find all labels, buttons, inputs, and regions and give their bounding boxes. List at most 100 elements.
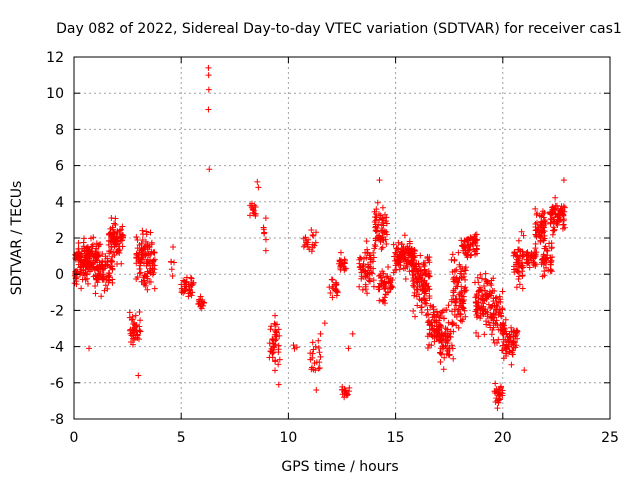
data-point xyxy=(104,285,111,292)
data-point xyxy=(440,307,447,314)
data-point xyxy=(88,248,95,255)
data-point xyxy=(402,265,409,272)
data-point xyxy=(481,331,488,338)
data-point xyxy=(421,277,428,284)
data-point xyxy=(488,313,495,320)
data-point xyxy=(136,265,143,272)
data-point xyxy=(511,269,518,276)
data-point xyxy=(424,344,431,351)
data-point xyxy=(341,394,348,401)
data-point xyxy=(430,306,437,313)
data-point xyxy=(382,218,389,225)
data-point xyxy=(189,289,196,296)
data-point xyxy=(530,260,537,267)
data-point xyxy=(533,219,540,226)
data-point xyxy=(99,251,106,258)
data-point xyxy=(390,241,397,248)
data-point xyxy=(524,259,531,266)
data-point xyxy=(260,224,267,231)
data-point xyxy=(118,226,125,233)
data-point xyxy=(467,252,474,259)
data-point xyxy=(248,200,255,207)
data-point xyxy=(489,287,496,294)
data-point xyxy=(368,269,375,276)
data-point xyxy=(119,223,126,230)
data-point xyxy=(536,232,543,239)
data-point xyxy=(129,326,136,333)
y-tick-label: 12 xyxy=(46,50,64,66)
data-point xyxy=(496,396,503,403)
data-point xyxy=(381,294,388,301)
data-point xyxy=(471,279,478,286)
data-point xyxy=(271,320,278,327)
data-point xyxy=(315,365,322,372)
data-point xyxy=(441,315,448,322)
data-point xyxy=(453,266,460,273)
data-point xyxy=(317,353,324,360)
data-point xyxy=(376,297,383,304)
data-point xyxy=(397,262,404,269)
data-point xyxy=(356,283,363,290)
data-point xyxy=(460,298,467,305)
data-point xyxy=(135,372,142,379)
data-point xyxy=(111,220,118,227)
data-point xyxy=(517,248,524,255)
data-point xyxy=(536,212,543,219)
data-point xyxy=(136,241,143,248)
data-point xyxy=(362,273,369,280)
data-point xyxy=(497,310,504,317)
x-tick-label: 25 xyxy=(601,430,619,446)
data-point xyxy=(373,214,380,221)
data-point xyxy=(437,350,444,357)
data-point xyxy=(410,308,417,315)
data-point xyxy=(169,273,176,280)
data-point xyxy=(139,246,146,253)
data-point xyxy=(332,287,339,294)
data-point xyxy=(151,285,158,292)
data-point xyxy=(457,302,464,309)
data-point xyxy=(415,260,422,267)
data-point xyxy=(547,209,554,216)
data-point xyxy=(425,272,432,279)
data-point xyxy=(460,293,467,300)
data-point xyxy=(381,228,388,235)
data-point xyxy=(450,289,457,296)
data-point xyxy=(425,311,432,318)
data-point xyxy=(100,276,107,283)
data-point xyxy=(105,238,112,245)
data-point xyxy=(438,323,445,330)
data-point xyxy=(198,305,205,312)
data-point xyxy=(477,271,484,278)
data-point xyxy=(443,306,450,313)
data-point xyxy=(505,343,512,350)
data-point xyxy=(483,278,490,285)
data-point xyxy=(369,270,376,277)
data-point xyxy=(327,289,334,296)
data-point xyxy=(359,286,366,293)
data-point xyxy=(147,279,154,286)
data-point xyxy=(420,259,427,266)
data-point xyxy=(560,221,567,228)
data-point xyxy=(371,213,378,220)
data-point xyxy=(547,261,554,268)
data-point xyxy=(541,272,548,279)
data-point xyxy=(540,224,547,231)
grid xyxy=(74,57,610,419)
data-point xyxy=(422,281,429,288)
data-point xyxy=(142,238,149,245)
data-point xyxy=(276,332,283,339)
data-point xyxy=(96,264,103,271)
data-point xyxy=(380,217,387,224)
data-point xyxy=(306,246,313,253)
data-point xyxy=(266,354,273,361)
data-point xyxy=(307,356,314,363)
data-point xyxy=(485,319,492,326)
data-point xyxy=(262,247,269,254)
data-point xyxy=(98,261,105,268)
data-point xyxy=(251,210,258,217)
data-point xyxy=(379,204,386,211)
data-point xyxy=(147,229,154,236)
data-point xyxy=(361,255,368,262)
data-point xyxy=(513,329,520,336)
data-point xyxy=(540,237,547,244)
